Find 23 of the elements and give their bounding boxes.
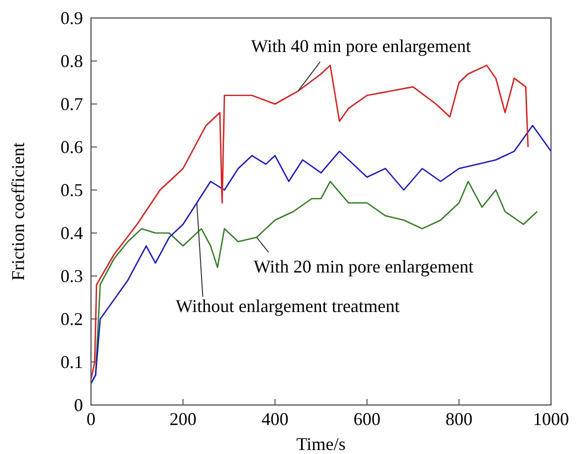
y-tick-label: 0 bbox=[74, 395, 83, 415]
line-series bbox=[90, 124, 552, 384]
y-axis-title: Friction coefficient bbox=[8, 142, 28, 281]
line-series bbox=[90, 64, 529, 380]
y-tick-label: 0.1 bbox=[60, 352, 83, 372]
x-axis-title: Time/s bbox=[296, 434, 346, 454]
annotation: With 40 min pore enlargement bbox=[251, 36, 471, 56]
y-tick-label: 0.9 bbox=[60, 8, 83, 28]
y-tick-label: 0.2 bbox=[60, 309, 83, 329]
x-tick-label: 200 bbox=[170, 409, 196, 429]
x-tick-label: 400 bbox=[262, 409, 288, 429]
x-tick-label: 0 bbox=[86, 409, 96, 429]
y-tick-label: 0.5 bbox=[60, 180, 83, 200]
annotation: Without enlargement treatment bbox=[176, 296, 400, 316]
y-tick-label: 0.8 bbox=[60, 51, 83, 71]
x-tick-label: 1000 bbox=[533, 409, 569, 429]
y-tick-label: 0.6 bbox=[60, 137, 83, 157]
annotation: With 20 min pore enlargement bbox=[254, 256, 474, 276]
x-tick-label: 600 bbox=[354, 409, 380, 429]
y-tick-label: 0.3 bbox=[60, 266, 83, 286]
x-tick-label: 800 bbox=[446, 409, 472, 429]
y-tick-label: 0.7 bbox=[60, 94, 83, 114]
y-tick-label: 0.4 bbox=[60, 223, 83, 243]
